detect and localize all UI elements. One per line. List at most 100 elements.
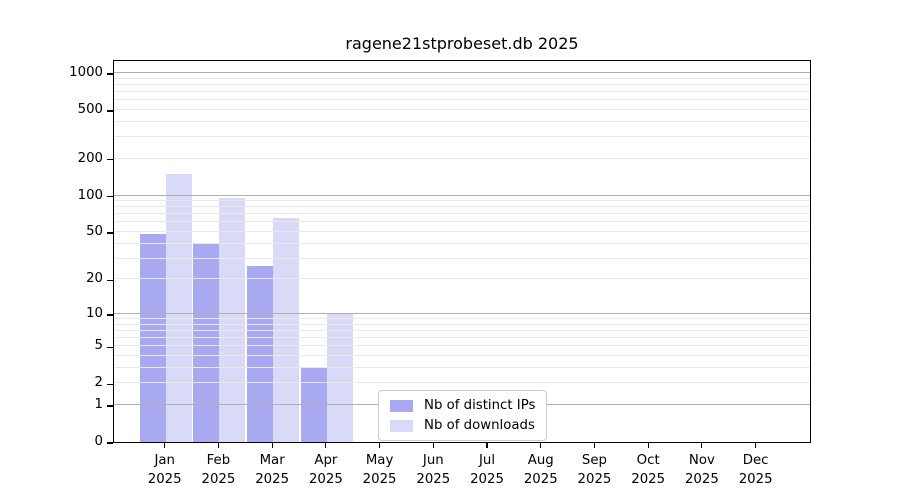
gridline-minor <box>114 206 810 208</box>
x-tick-label-jun: Jun 2025 <box>401 451 465 490</box>
x-tick-label-may: May 2025 <box>348 451 412 490</box>
x-tick-label-jul: Jul 2025 <box>455 451 519 490</box>
x-tick-mark <box>378 443 381 448</box>
bar-distinct-ips-mar <box>247 265 274 442</box>
x-tick-label-dec: Dec 2025 <box>724 451 788 490</box>
x-tick-month: May <box>365 453 394 468</box>
bar-downloads-feb <box>219 198 246 442</box>
x-tick-mark <box>271 443 273 448</box>
gridline-minor <box>114 120 810 122</box>
gridline-minor <box>114 83 810 85</box>
x-tick-year: 2025 <box>577 472 612 488</box>
x-tick-month: Feb <box>206 453 231 468</box>
gridline-minor <box>114 77 810 79</box>
bar-distinct-ips-feb <box>193 243 220 442</box>
y-tick-mark <box>107 442 113 444</box>
y-tick-mark <box>107 73 113 75</box>
chart-title: ragene21stprobeset.db 2025 <box>345 34 579 53</box>
x-tick-label-sep: Sep 2025 <box>562 451 626 490</box>
x-tick-year: 2025 <box>684 472 719 488</box>
gridline-minor <box>114 323 810 325</box>
x-tick-label-aug: Aug 2025 <box>509 451 573 490</box>
y-tick-label: 5 <box>94 338 103 354</box>
x-tick-mark <box>540 443 542 448</box>
gridline-minor <box>114 108 810 110</box>
y-tick-mark <box>107 383 113 385</box>
gridline-minor <box>114 157 810 159</box>
x-tick-mark <box>647 443 649 448</box>
legend-swatch-downloads <box>390 419 413 432</box>
x-tick-year: 2025 <box>738 472 773 488</box>
gridline-major <box>114 72 810 74</box>
x-tick-mark <box>164 443 166 448</box>
x-tick-year: 2025 <box>201 472 236 488</box>
y-tick-label: 50 <box>86 223 103 239</box>
y-tick-mark <box>107 195 113 198</box>
x-tick-month: Apr <box>314 453 338 468</box>
gridline-minor <box>114 337 810 339</box>
x-tick-year: 2025 <box>416 472 451 488</box>
gridline-minor <box>114 355 810 357</box>
gridline-major <box>114 312 810 314</box>
legend-label-downloads: Nb of downloads <box>424 418 535 433</box>
x-tick-year: 2025 <box>523 472 558 488</box>
y-tick-mark <box>107 110 113 112</box>
legend-swatch-distinct-ips <box>390 399 413 412</box>
y-tick-mark <box>107 346 113 348</box>
x-tick-month: Nov <box>688 453 715 468</box>
y-tick-mark <box>107 159 113 161</box>
gridline-minor <box>114 366 810 368</box>
gridline-minor <box>114 99 810 101</box>
y-tick-mark <box>107 314 113 316</box>
x-tick-label-nov: Nov 2025 <box>670 451 734 490</box>
x-tick-label-oct: Oct 2025 <box>616 451 680 490</box>
x-tick-month: Mar <box>259 453 285 468</box>
x-tick-mark <box>486 443 488 448</box>
gridline-minor <box>114 231 810 232</box>
gridline-minor <box>114 318 810 320</box>
gridline-minor <box>114 329 810 331</box>
plot-area: Nb of distinct IPs Nb of downloads <box>113 60 811 443</box>
y-tick-label: 1000 <box>69 65 103 80</box>
x-tick-month: Dec <box>742 453 769 468</box>
x-tick-month: Jan <box>154 453 175 468</box>
y-tick-label: 0 <box>94 434 103 449</box>
bar-distinct-ips-apr <box>300 367 327 442</box>
x-tick-label-feb: Feb 2025 <box>186 451 250 490</box>
gridline-minor <box>114 200 810 202</box>
legend-entry-downloads: Nb of downloads <box>390 418 535 433</box>
gridline-minor <box>114 257 810 259</box>
gridline-minor <box>114 91 810 93</box>
gridline-minor <box>114 213 810 215</box>
x-tick-mark <box>432 443 434 448</box>
x-tick-mark <box>755 443 757 448</box>
legend: Nb of distinct IPs Nb of downloads <box>378 390 548 441</box>
x-tick-mark <box>701 443 703 448</box>
gridline-minor <box>114 382 810 384</box>
x-tick-year: 2025 <box>362 472 397 488</box>
y-tick-label: 20 <box>86 271 103 287</box>
legend-label-distinct-ips: Nb of distinct IPs <box>424 398 536 413</box>
bar-downloads-jan <box>165 174 192 442</box>
y-tick-label: 2 <box>94 375 103 391</box>
x-tick-mark <box>217 443 219 448</box>
x-tick-month: Jun <box>422 453 444 468</box>
legend-entry-distinct-ips: Nb of distinct IPs <box>390 398 535 413</box>
x-tick-month: Jul <box>478 453 496 468</box>
x-tick-label-jan: Jan 2025 <box>133 451 197 490</box>
x-tick-month: Sep <box>581 453 607 468</box>
x-tick-month: Aug <box>527 453 554 468</box>
x-tick-mark <box>593 443 596 448</box>
gridline-minor <box>114 242 810 244</box>
x-tick-label-apr: Apr 2025 <box>294 451 358 490</box>
y-tick-label: 200 <box>77 150 103 166</box>
y-tick-label: 10 <box>86 305 103 321</box>
y-tick-label: 1 <box>94 396 103 412</box>
x-tick-year: 2025 <box>308 472 343 488</box>
y-tick-mark <box>107 232 113 234</box>
x-tick-month: Oct <box>636 453 660 468</box>
x-tick-label-mar: Mar 2025 <box>240 451 304 490</box>
gridline-minor <box>114 136 810 138</box>
y-tick-label: 500 <box>77 101 103 117</box>
